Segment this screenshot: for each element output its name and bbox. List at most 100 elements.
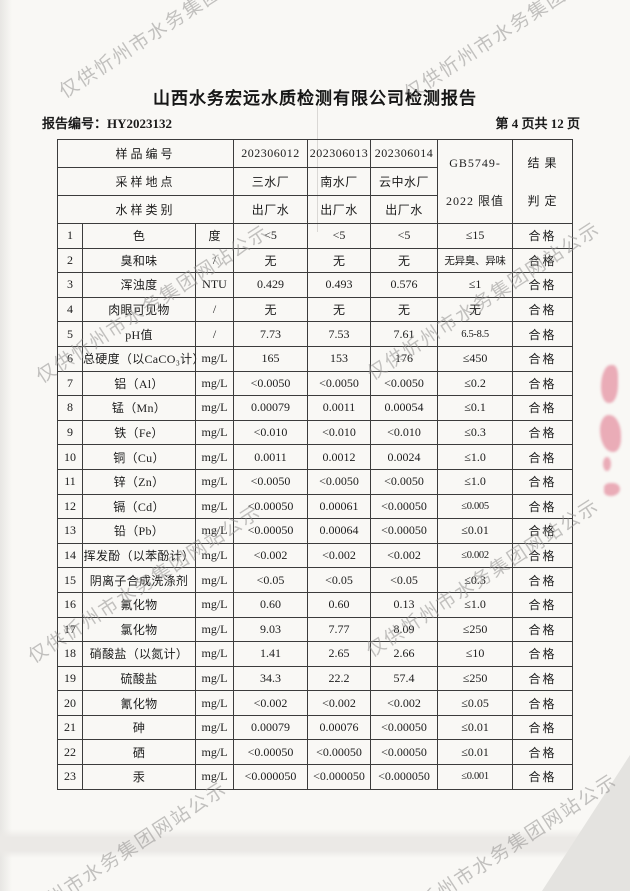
result-cell: 合格 <box>512 321 574 347</box>
value-cell-plant1: 0.60 <box>233 591 309 618</box>
value-cell-plant3: 8.09 <box>370 616 439 643</box>
result-row: 9 铁（Fe） mg/L <0.010 <0.010 <0.010 ≤0.3 合… <box>57 419 574 446</box>
value-cell-plant3: <0.0050 <box>370 370 439 397</box>
value-cell-plant2: 无 <box>307 247 372 274</box>
value-cell-plant3: 2.66 <box>370 641 439 667</box>
limit-cell: 无异臭、异味 <box>437 247 514 274</box>
value-cell-plant1: 9.03 <box>233 616 309 643</box>
unit-cell: mg/L <box>194 567 235 593</box>
row-number-cell: 11 <box>57 468 83 495</box>
result-label-line2: 判 定 <box>527 193 558 208</box>
value-cell-plant2: <0.05 <box>307 567 372 593</box>
row-number-cell: 23 <box>57 764 83 790</box>
limit-cell: ≤0.3 <box>437 567 514 593</box>
value-cell-plant2: 0.00064 <box>307 518 372 544</box>
unit-cell: mg/L <box>194 616 235 643</box>
value-cell-plant2: 2.65 <box>307 641 372 667</box>
value-cell-plant2: 7.77 <box>307 616 372 643</box>
row-number-cell: 16 <box>57 591 83 618</box>
unit-cell: mg/L <box>194 395 235 421</box>
standard-limit-header-cell: GB5749- 2022 限值 <box>437 139 514 224</box>
value-cell-plant2: 0.493 <box>307 272 372 298</box>
result-row: 5 pH值 / 7.73 7.53 7.61 6.5-8.5 合格 <box>57 321 574 347</box>
sample-id-cell-3: 202306014 <box>370 139 439 168</box>
unit-cell: mg/L <box>194 764 235 790</box>
value-cell-plant3: <0.05 <box>370 567 439 593</box>
result-row: 14 挥发酚（以苯酚计） mg/L <0.002 <0.002 <0.002 ≤… <box>57 542 574 569</box>
row-number-cell: 17 <box>57 616 83 643</box>
limit-cell: ≤1.0 <box>437 468 514 495</box>
parameter-name-cell: 砷 <box>82 714 196 741</box>
row-number-cell: 18 <box>57 641 83 667</box>
value-cell-plant2: 153 <box>307 345 372 372</box>
unit-cell: mg/L <box>194 542 235 569</box>
result-row: 23 汞 mg/L <0.000050 <0.000050 <0.000050 … <box>57 764 574 790</box>
results-table-body: 1 色 度 <5 <5 <5 ≤15 合格 2 臭和味 / 无 无 无 无异臭、… <box>57 223 574 790</box>
parameter-name-cell: 氰化物 <box>82 690 196 716</box>
location-cell-2: 南水厂 <box>307 167 372 196</box>
unit-cell: mg/L <box>194 591 235 618</box>
parameter-name-cell: 色 <box>82 223 196 249</box>
unit-cell: / <box>194 296 235 323</box>
scan-edge-left <box>0 0 12 891</box>
value-cell-plant1: <0.002 <box>233 542 309 569</box>
row-number-cell: 13 <box>57 518 83 544</box>
water-quality-table: 样品编号 202306012 202306013 202306014 GB574… <box>56 139 574 790</box>
value-cell-plant1: 0.0011 <box>233 444 309 470</box>
row-number-cell: 12 <box>57 493 83 520</box>
standard-limit-label: 2022 限值 <box>446 193 505 208</box>
value-cell-plant2: <0.002 <box>307 542 372 569</box>
header-row-sample-type: 水样类别 出厂水 出厂水 出厂水 <box>56 195 573 224</box>
value-cell-plant3: 176 <box>370 345 439 372</box>
value-cell-plant3: 无 <box>370 296 439 323</box>
value-cell-plant2: <0.010 <box>307 419 372 446</box>
sample-type-cell-2: 出厂水 <box>307 195 372 224</box>
row-number-cell: 21 <box>57 714 83 741</box>
result-cell: 合格 <box>512 764 574 790</box>
parameter-name-cell: 汞 <box>82 764 196 790</box>
value-cell-plant2: 0.00061 <box>307 493 372 520</box>
red-stamp-fragment <box>600 415 621 452</box>
value-cell-plant2: 无 <box>307 296 372 323</box>
value-cell-plant3: <0.00050 <box>370 739 439 766</box>
limit-cell: ≤0.05 <box>437 690 514 716</box>
value-cell-plant2: 0.00076 <box>307 714 372 741</box>
parameter-name-cell: 铜（Cu） <box>82 444 196 470</box>
page-title: 山西水务宏远水质检测有限公司检测报告 <box>153 89 477 108</box>
row-number-cell: 9 <box>57 419 83 446</box>
value-cell-plant3: 无 <box>370 247 439 274</box>
value-cell-plant3: <0.0050 <box>370 468 439 495</box>
result-row: 15 阴离子合成洗涤剂 mg/L <0.05 <0.05 <0.05 ≤0.3 … <box>57 567 574 593</box>
row-number-cell: 7 <box>57 370 83 397</box>
unit-cell: mg/L <box>194 468 235 495</box>
value-cell-plant1: 34.3 <box>233 665 309 692</box>
value-cell-plant1: 0.00079 <box>233 395 309 421</box>
unit-cell: mg/L <box>194 690 235 716</box>
result-cell: 合格 <box>512 567 574 593</box>
limit-cell: ≤10 <box>437 641 514 667</box>
result-cell: 合格 <box>512 444 574 470</box>
result-cell: 合格 <box>512 395 574 421</box>
value-cell-plant1: 7.73 <box>233 321 309 347</box>
row-number-cell: 19 <box>57 665 83 692</box>
value-cell-plant1: <0.010 <box>233 419 309 446</box>
unit-cell: mg/L <box>194 419 235 446</box>
row-number-cell: 15 <box>57 567 83 593</box>
row-number-cell: 22 <box>57 739 83 766</box>
header-row-location: 采样地点 三水厂 南水厂 云中水厂 <box>56 167 573 196</box>
header-row-sample-id: 样品编号 202306012 202306013 202306014 GB574… <box>56 139 574 224</box>
parameter-name-cell: 氯化物 <box>82 616 196 643</box>
value-cell-plant3: <0.010 <box>370 419 439 446</box>
row-number-cell: 2 <box>57 247 83 274</box>
scan-shadow-stripe <box>0 829 630 858</box>
result-row: 1 色 度 <5 <5 <5 ≤15 合格 <box>57 223 574 249</box>
limit-cell: 6.5-8.5 <box>437 321 514 347</box>
value-cell-plant2: <0.000050 <box>307 764 372 790</box>
value-cell-plant1: <0.05 <box>233 567 309 593</box>
value-cell-plant3: <0.00050 <box>370 518 439 544</box>
limit-cell: ≤0.01 <box>437 714 514 741</box>
limit-cell: 无 <box>437 296 514 323</box>
value-cell-plant3: 0.576 <box>370 272 439 298</box>
result-cell: 合格 <box>512 518 574 544</box>
unit-cell: mg/L <box>194 345 235 372</box>
